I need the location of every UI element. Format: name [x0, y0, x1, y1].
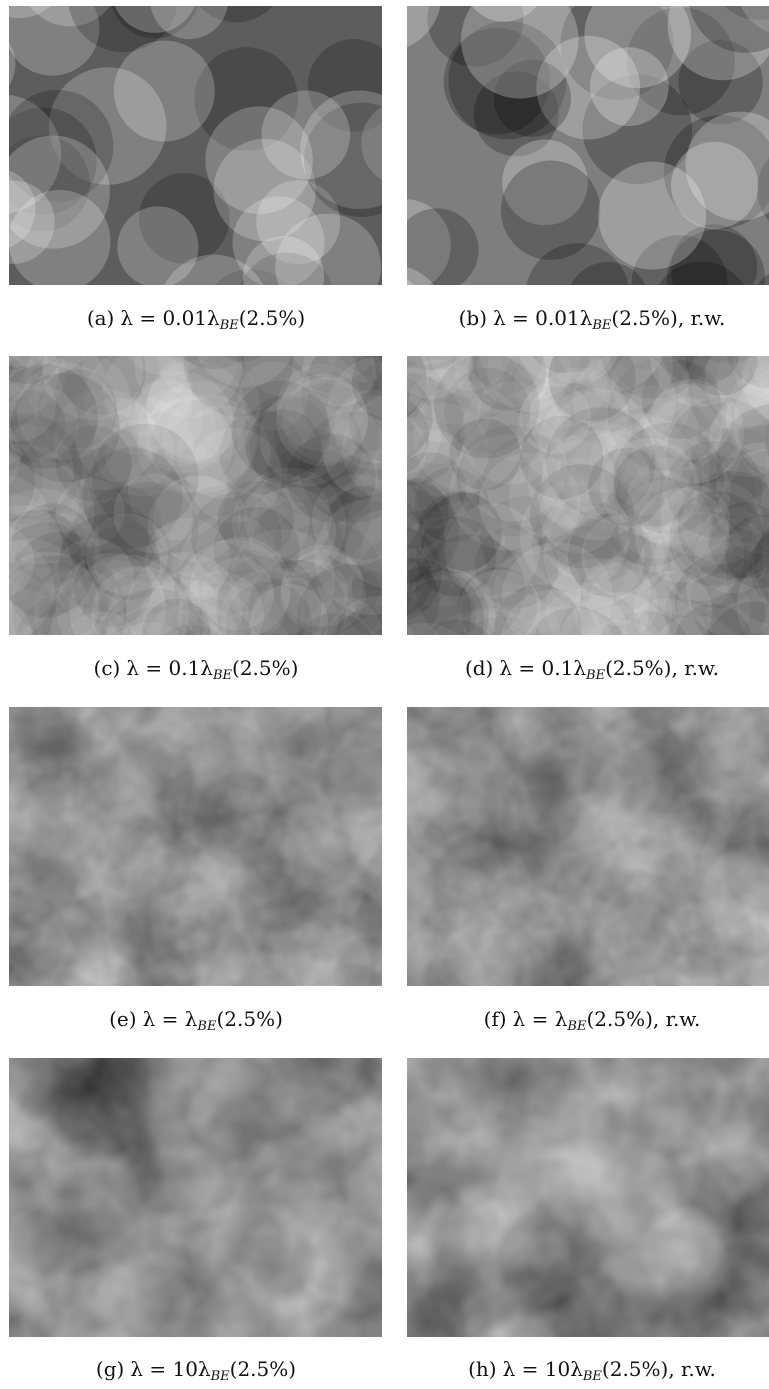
disc-layer	[407, 707, 769, 986]
texture-image	[407, 356, 769, 635]
disc	[614, 719, 687, 792]
disc	[83, 1117, 158, 1192]
texture-image	[9, 6, 382, 285]
disc	[174, 1153, 235, 1214]
caption-b: (b)λ = 0.01λBE(2.5%), r.w.	[400, 306, 769, 338]
texture-image	[9, 707, 382, 986]
disc-layer	[9, 707, 382, 986]
texture-image	[9, 356, 382, 635]
panel-c	[9, 356, 382, 635]
disc	[438, 842, 533, 937]
disc	[191, 1226, 249, 1284]
panel-a	[9, 6, 382, 285]
disc	[699, 1151, 769, 1223]
disc-layer	[9, 1058, 382, 1337]
panel-f	[407, 707, 769, 986]
disc	[114, 41, 215, 142]
disc	[86, 513, 168, 595]
disc	[428, 1142, 498, 1212]
disc	[101, 802, 170, 871]
texture-image	[407, 707, 769, 986]
caption-e: (e)λ = λBE(2.5%)	[4, 1007, 388, 1039]
disc	[197, 772, 280, 855]
disc-layer	[9, 356, 382, 635]
disc	[598, 162, 706, 270]
disc	[635, 488, 730, 583]
caption-c: (c)λ = 0.1λBE(2.5%)	[4, 656, 388, 688]
disc	[600, 1141, 685, 1226]
texture-image	[407, 1058, 769, 1337]
disc	[462, 755, 552, 845]
disc-layer	[407, 1058, 769, 1337]
texture-image	[9, 1058, 382, 1337]
caption-a: (a)λ = 0.01λBE(2.5%)	[4, 306, 388, 338]
disc-layer	[407, 356, 769, 635]
disc	[117, 206, 198, 285]
caption-g: (g)λ = 10λBE(2.5%)	[4, 1357, 388, 1389]
disc	[24, 778, 87, 841]
disc	[239, 857, 337, 955]
disc	[506, 1060, 591, 1145]
disc	[502, 1230, 574, 1302]
disc	[537, 794, 639, 896]
panel-g	[9, 1058, 382, 1337]
texture-image	[407, 6, 769, 285]
caption-h: (h)λ = 10λBE(2.5%), r.w.	[400, 1357, 769, 1389]
panel-d	[407, 356, 769, 635]
disc	[205, 106, 313, 214]
panel-e	[9, 707, 382, 986]
caption-f: (f)λ = λBE(2.5%), r.w.	[400, 1007, 769, 1039]
disc	[11, 373, 120, 482]
disc	[520, 383, 591, 454]
panel-h	[407, 1058, 769, 1337]
caption-d: (d)λ = 0.1λBE(2.5%), r.w.	[400, 656, 769, 688]
panel-b	[407, 6, 769, 285]
